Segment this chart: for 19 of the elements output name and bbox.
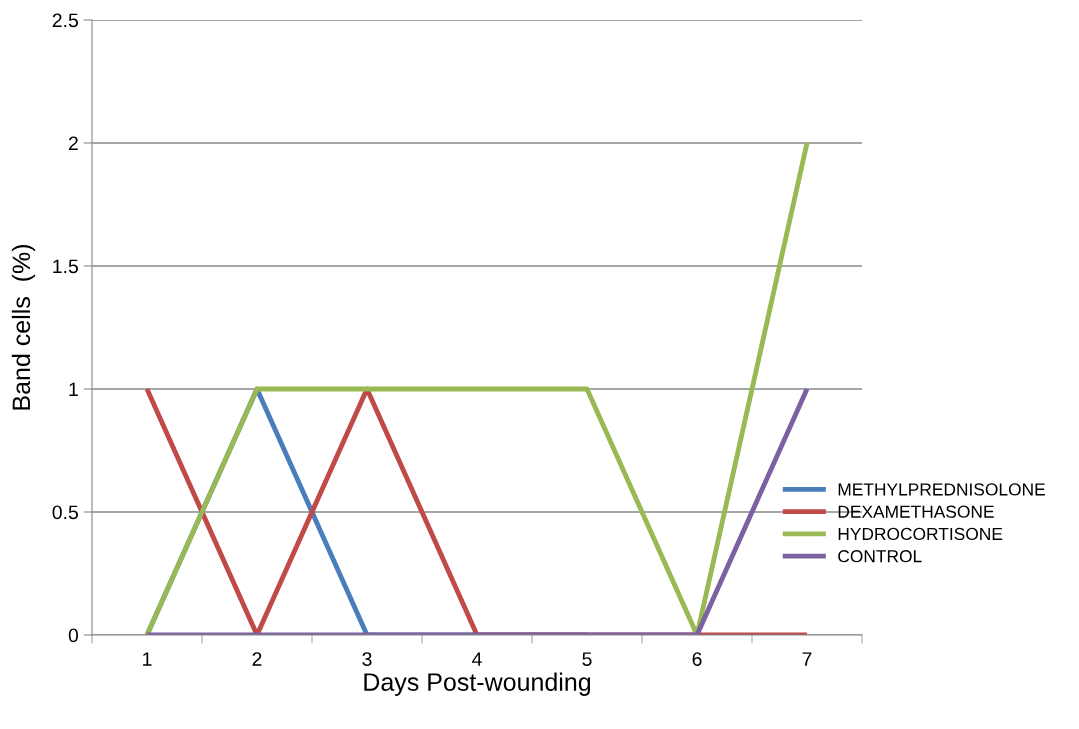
legend-label: CONTROL bbox=[838, 550, 922, 563]
y-tick-label: 2 bbox=[68, 136, 78, 151]
legend-label: METHYLPREDNISOLONE bbox=[838, 483, 1045, 496]
x-tick-label: 3 bbox=[362, 652, 372, 666]
x-tick-label: 5 bbox=[582, 652, 592, 666]
y-tick-label: 0.5 bbox=[52, 505, 78, 520]
y-tick-label: 2.5 bbox=[52, 13, 78, 28]
x-tick-label: 1 bbox=[143, 652, 152, 666]
y-axis-title: Band cells (%) bbox=[11, 244, 36, 410]
y-tick-label: 0 bbox=[68, 628, 79, 643]
x-axis-title: Days Post-wounding bbox=[364, 672, 591, 696]
x-tick-label: 2 bbox=[252, 652, 262, 666]
x-tick-label: 4 bbox=[472, 652, 482, 666]
x-tick-label: 7 bbox=[802, 652, 812, 666]
x-tick-label: 6 bbox=[692, 652, 702, 666]
legend-label: HYDROCORTISONE bbox=[838, 527, 1003, 541]
y-tick-label: 1.5 bbox=[53, 259, 78, 274]
y-tick-label: 1 bbox=[69, 382, 78, 397]
legend-label: DEXAMETHASONE bbox=[838, 505, 994, 518]
